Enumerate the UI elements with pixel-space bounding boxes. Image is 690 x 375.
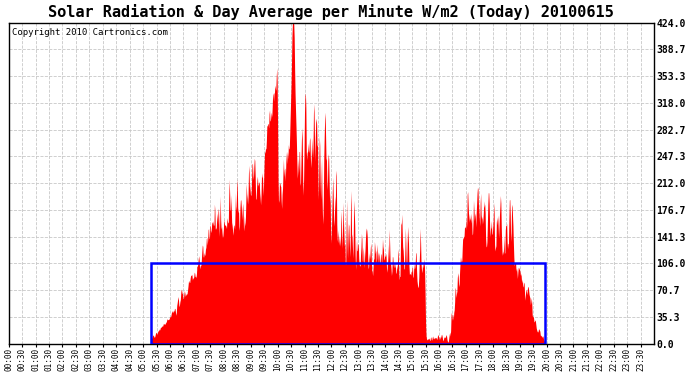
Text: Copyright 2010 Cartronics.com: Copyright 2010 Cartronics.com <box>12 27 168 36</box>
Bar <box>150 263 545 344</box>
Title: Solar Radiation & Day Average per Minute W/m2 (Today) 20100615: Solar Radiation & Day Average per Minute… <box>48 4 614 20</box>
